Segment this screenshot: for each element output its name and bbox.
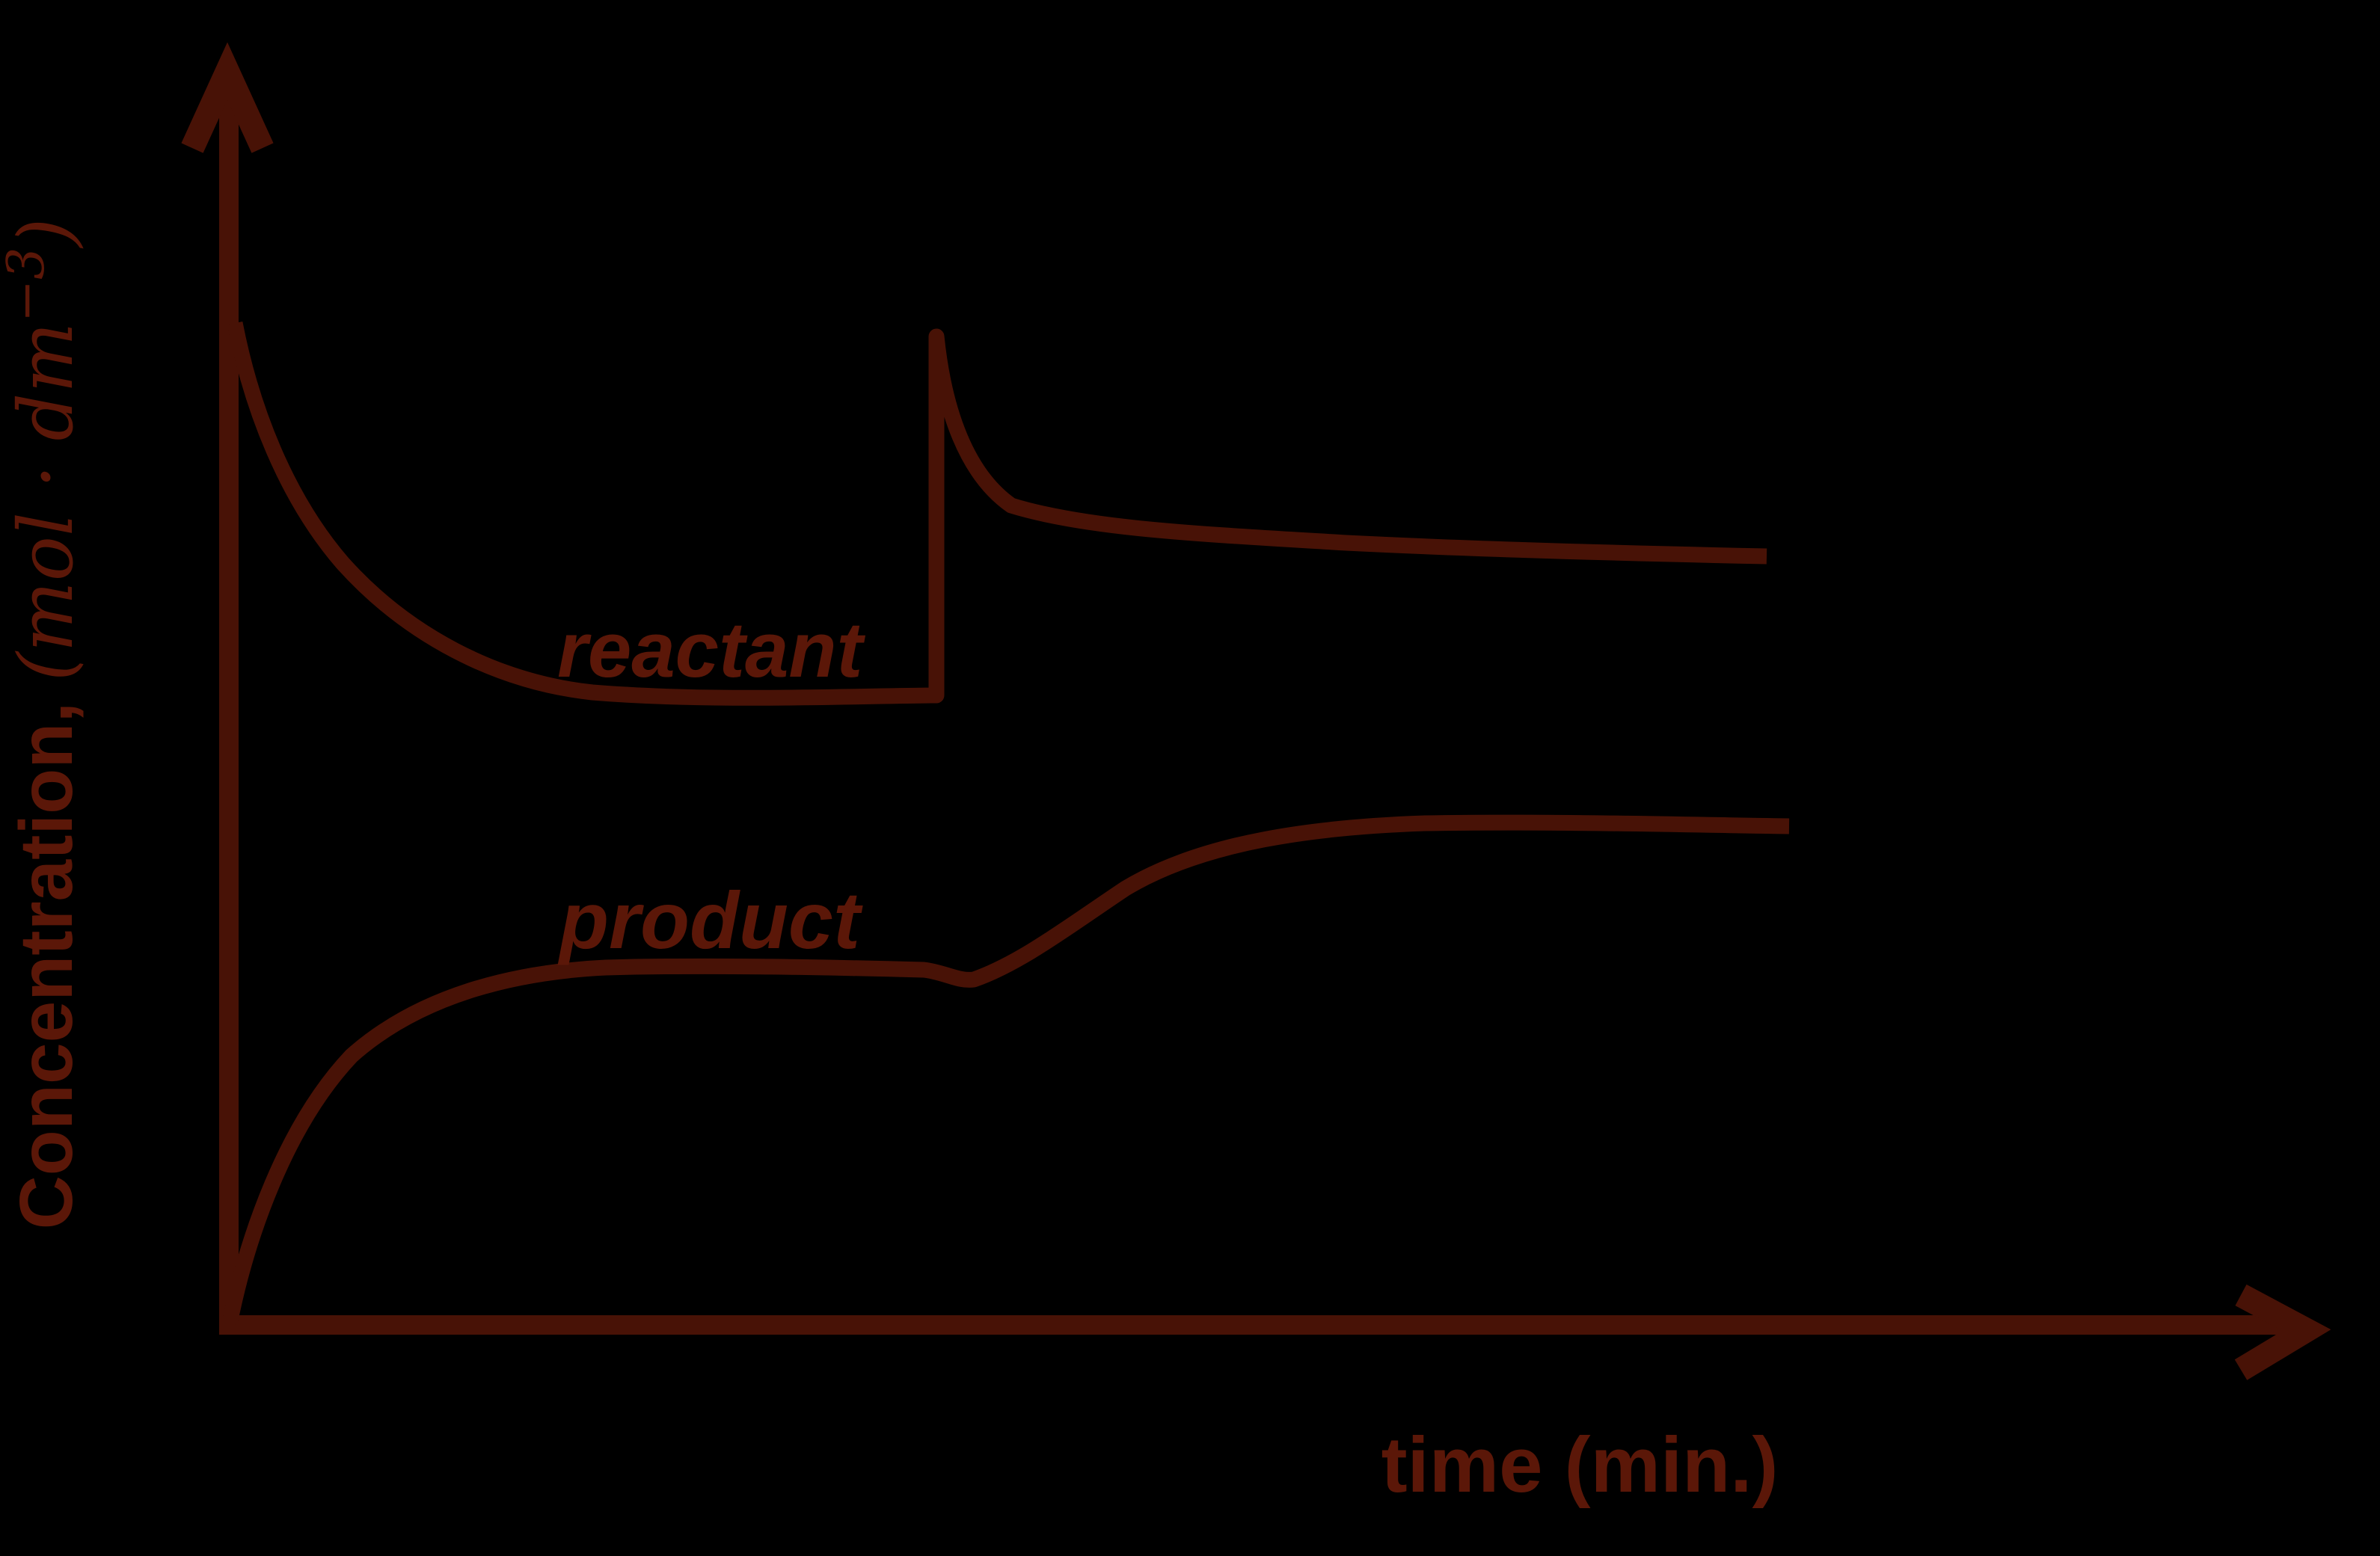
reactant-curve <box>227 321 1767 706</box>
y-axis-unit-superscript: −3 <box>0 247 56 322</box>
x-axis-label: time (min.) <box>1381 1421 1779 1509</box>
y-axis-unit-open: (mol · dm <box>2 322 90 681</box>
y-axis-arrow-icon <box>181 42 274 153</box>
y-axis-label-text: Concentration, <box>4 681 88 1229</box>
y-axis-unit-close: ) <box>2 218 90 249</box>
x-axis-arrow-icon <box>2234 1284 2331 1380</box>
product-label: product <box>557 875 863 965</box>
y-axis-label: Concentration, (mol · dm−3) <box>0 218 90 1230</box>
reactant-label: reactant <box>557 606 866 694</box>
product-curve <box>221 814 1790 1326</box>
